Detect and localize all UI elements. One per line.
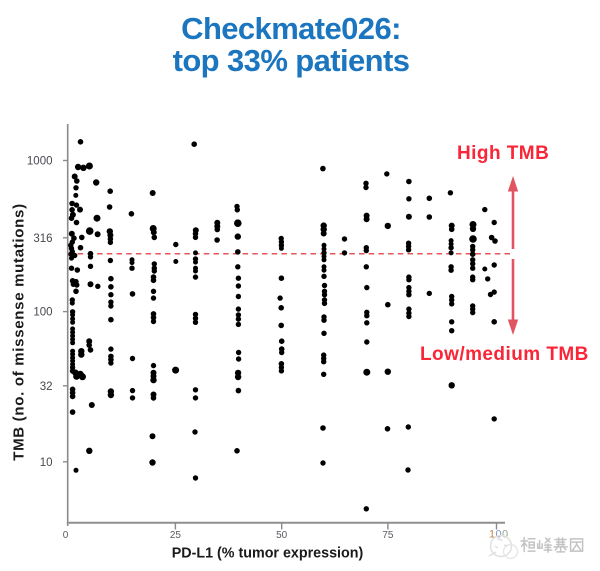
svg-text:316: 316 <box>33 233 52 245</box>
svg-text:100: 100 <box>33 307 52 319</box>
svg-text:75: 75 <box>382 530 394 541</box>
svg-text:32: 32 <box>40 381 53 393</box>
svg-text:0: 0 <box>502 529 508 541</box>
svg-text:25: 25 <box>170 530 182 541</box>
svg-text:10: 10 <box>40 457 53 469</box>
svg-text:PD-L1 (% tumor expression): PD-L1 (% tumor expression) <box>172 546 364 562</box>
svg-text:50: 50 <box>276 530 288 541</box>
svg-text:TMB (no. of missense mutations: TMB (no. of missense mutations) <box>11 203 28 461</box>
svg-text:0: 0 <box>63 530 69 541</box>
svg-text:1: 1 <box>489 529 495 541</box>
svg-text:Low/medium TMB: Low/medium TMB <box>420 344 589 365</box>
svg-text:0: 0 <box>495 529 501 541</box>
svg-text:1000: 1000 <box>27 156 53 168</box>
svg-text:High TMB: High TMB <box>457 143 549 164</box>
